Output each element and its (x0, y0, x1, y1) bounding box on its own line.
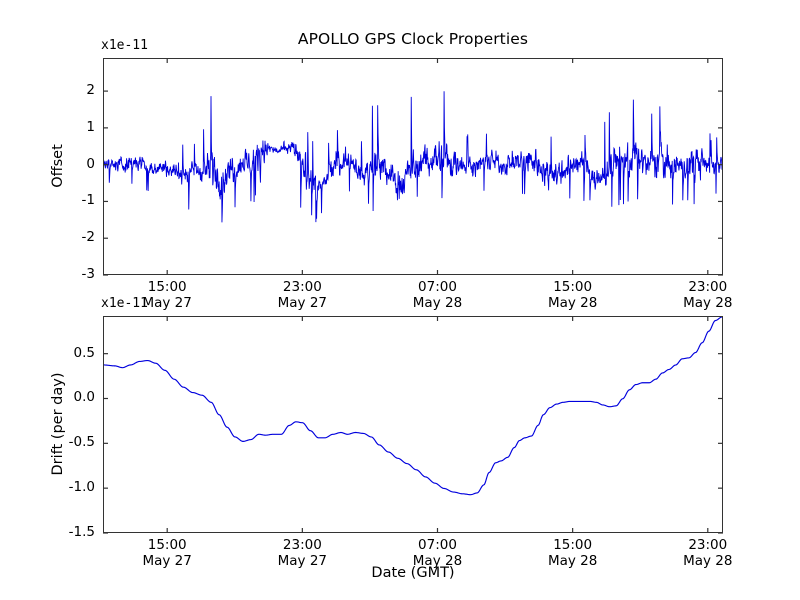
x-tick-date: May 27 (277, 294, 328, 311)
x-tick-time: 15:00 (553, 537, 593, 553)
drift-x-tick: 23:00 May 28 (648, 537, 768, 570)
x-tick-time: 15:00 (147, 279, 187, 295)
offset-y-tick: -2 (81, 229, 95, 246)
x-axis-label: Date (GMT) (371, 565, 455, 581)
drift-plot-area (103, 316, 723, 533)
drift-y-tick: -1.5 (68, 524, 95, 540)
chart-title: APOLLO GPS Clock Properties (297, 30, 529, 48)
drift-y-tick: 0.0 (73, 389, 95, 406)
x-tick-time: 15:00 (147, 537, 187, 553)
x-tick-date: May 28 (547, 294, 598, 311)
x-tick-date: May 28 (412, 294, 463, 311)
x-tick-time: 07:00 (418, 537, 457, 553)
drift-y-tick: -1.0 (68, 479, 95, 496)
offset-y-tick: -1 (81, 192, 95, 209)
drift-x-tick: 23:00 May 27 (242, 537, 362, 570)
drift-x-tick: 15:00 May 28 (513, 537, 633, 570)
x-tick-time: 07:00 (418, 279, 457, 295)
offset-y-tick: 1 (86, 118, 95, 135)
offset-x-tick: 23:00 May 28 (648, 279, 768, 312)
offset-x-tick: 07:00 May 28 (377, 279, 497, 312)
x-tick-date: May 28 (683, 294, 733, 311)
x-tick-date: May 28 (683, 552, 733, 569)
drift-y-tick: 0.5 (73, 344, 95, 361)
offset-exponent-label: x1e-11 (101, 38, 148, 53)
offset-y-tick: -3 (81, 266, 95, 282)
drift-x-tick: 15:00 May 27 (107, 537, 227, 570)
offset-series-line (104, 59, 722, 274)
drift-x-tick: 07:00 May 28 (377, 537, 497, 570)
drift-y-tick: -0.5 (68, 434, 95, 451)
drift-series-line (104, 317, 722, 532)
offset-plot-area (103, 58, 723, 275)
x-tick-date: May 27 (142, 294, 192, 311)
x-tick-date: May 27 (277, 552, 328, 569)
offset-x-tick: 15:00 May 27 (107, 279, 227, 312)
offset-y-tick: 0 (86, 155, 95, 172)
x-tick-time: 23:00 (282, 537, 322, 553)
x-tick-date: May 27 (142, 552, 192, 569)
x-tick-time: 23:00 (688, 279, 728, 295)
offset-y-tick: 2 (86, 82, 95, 99)
x-tick-date: May 28 (547, 552, 598, 569)
drift-exponent-label: x1e-11 (101, 296, 148, 311)
x-tick-time: 15:00 (553, 279, 593, 295)
offset-x-tick: 23:00 May 27 (242, 279, 362, 312)
x-tick-time: 23:00 (688, 537, 728, 553)
offset-x-tick: 15:00 May 28 (513, 279, 633, 312)
x-tick-time: 23:00 (282, 279, 322, 295)
x-tick-date: May 28 (412, 552, 463, 569)
